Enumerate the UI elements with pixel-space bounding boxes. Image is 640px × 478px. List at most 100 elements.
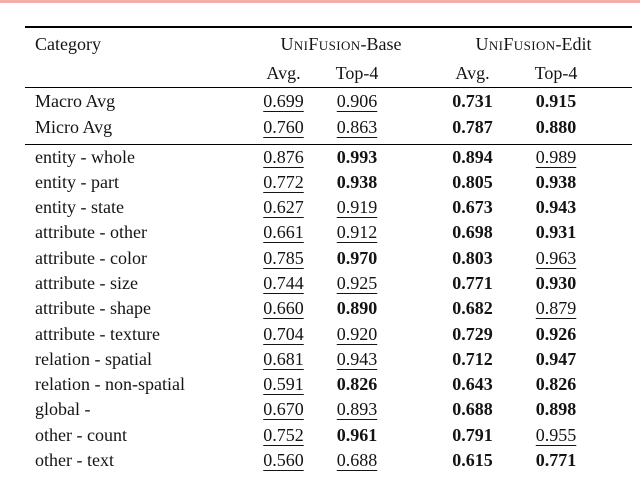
category-cell: entity - state — [35, 197, 124, 218]
value-cell: 0.879 — [535, 298, 577, 319]
pad-cell — [602, 114, 633, 145]
pad-cell — [602, 372, 632, 397]
value-cell: 0.993 — [336, 146, 378, 167]
value-cell: 0.943 — [535, 197, 577, 218]
value-cell: 0.989 — [535, 146, 577, 167]
pad-cell — [602, 448, 632, 473]
value-cell: 0.919 — [336, 197, 378, 218]
header-spacer — [394, 60, 436, 88]
value-cell: 0.970 — [336, 247, 378, 268]
subheader-base-avg: Avg. — [247, 60, 320, 88]
value-cell: 0.673 — [452, 197, 493, 218]
table-row: relation - spatial 0.681 0.943 0.712 0.9… — [25, 347, 632, 372]
table-row: entity - whole 0.876 0.993 0.894 0.989 — [25, 144, 632, 170]
table-row: attribute - other 0.661 0.912 0.698 0.93… — [25, 220, 632, 245]
group-header-unifusion-base: UniFusion-Base — [247, 26, 436, 60]
value-cell: 0.912 — [336, 222, 378, 243]
spacer-cell — [394, 114, 436, 145]
value-cell: 0.752 — [263, 424, 304, 445]
value-cell: 0.898 — [535, 399, 577, 420]
value-cell: 0.931 — [535, 222, 577, 243]
pad-cell — [602, 170, 632, 195]
table-row: other - count 0.752 0.961 0.791 0.955 — [25, 423, 632, 448]
spacer-cell — [394, 372, 435, 397]
table-row: attribute - color 0.785 0.970 0.803 0.96… — [25, 246, 632, 271]
pad-cell — [602, 397, 632, 422]
value-cell: 0.906 — [336, 90, 378, 111]
value-cell: 0.627 — [263, 197, 304, 218]
model-suffix-edit: -Edit — [555, 34, 592, 54]
results-table-container: Category UniFusion-Base UniFusion-Edit A… — [25, 26, 633, 473]
category-cell: attribute - shape — [35, 298, 151, 319]
value-cell: 0.893 — [336, 399, 378, 420]
table-row: entity - state 0.627 0.919 0.673 0.943 — [25, 195, 632, 220]
value-cell: 0.704 — [263, 323, 304, 344]
value-cell: 0.660 — [263, 298, 304, 319]
value-cell: 0.863 — [320, 114, 394, 145]
spacer-cell — [394, 322, 435, 347]
pad-cell — [602, 220, 632, 245]
value-cell: 0.681 — [263, 348, 304, 369]
table-row: attribute - shape 0.660 0.890 0.682 0.87… — [25, 296, 632, 321]
value-cell: 0.772 — [263, 171, 304, 192]
category-cell: attribute - other — [35, 222, 147, 243]
subheader-base-top4: Top-4 — [320, 60, 394, 88]
value-cell: 0.920 — [336, 323, 378, 344]
group-header-unifusion-edit: UniFusion-Edit — [435, 26, 633, 60]
model-suffix-base: -Base — [360, 34, 402, 54]
category-cell: other - text — [35, 450, 114, 471]
spacer-cell — [394, 144, 435, 170]
spacer-cell — [394, 423, 435, 448]
value-cell: 0.699 — [263, 90, 304, 111]
value-cell: 0.791 — [452, 424, 493, 445]
value-cell: 0.926 — [535, 323, 577, 344]
table-header: Category UniFusion-Base UniFusion-Edit A… — [25, 26, 633, 88]
spacer-cell — [394, 195, 435, 220]
pad-cell — [602, 322, 632, 347]
value-cell: 0.615 — [452, 450, 493, 471]
category-cell: attribute - texture — [35, 323, 160, 344]
pad-cell — [602, 423, 632, 448]
table-row: relation - non-spatial 0.591 0.826 0.643… — [25, 372, 632, 397]
header-pad — [602, 60, 633, 88]
pad-cell — [602, 195, 632, 220]
value-cell: 0.661 — [263, 222, 304, 243]
value-cell: 0.930 — [535, 272, 577, 293]
value-cell: 0.731 — [452, 90, 493, 111]
spacer-cell — [394, 448, 435, 473]
table-row: attribute - size 0.744 0.925 0.771 0.930 — [25, 271, 632, 296]
pad-cell — [602, 271, 632, 296]
value-cell: 0.947 — [535, 348, 577, 369]
header-row-groups: Category UniFusion-Base UniFusion-Edit — [25, 26, 633, 88]
value-cell: 0.771 — [535, 450, 577, 471]
value-cell: 0.943 — [336, 348, 378, 369]
value-cell: 0.938 — [336, 171, 378, 192]
category-cell: Micro Avg — [25, 114, 247, 145]
value-cell: 0.760 — [247, 114, 320, 145]
value-cell: 0.894 — [452, 146, 493, 167]
value-cell: 0.787 — [435, 114, 511, 145]
header-row-metrics: Avg. Top-4 Avg. Top-4 — [25, 60, 633, 88]
value-cell: 0.712 — [452, 348, 493, 369]
table-row: entity - part 0.772 0.938 0.805 0.938 — [25, 170, 632, 195]
value-cell: 0.963 — [535, 247, 577, 268]
value-cell: 0.925 — [336, 272, 378, 293]
spacer-cell — [394, 397, 435, 422]
spacer-cell — [394, 87, 435, 114]
table-row: other - text 0.560 0.688 0.615 0.771 — [25, 448, 632, 473]
value-cell: 0.805 — [452, 171, 493, 192]
spacer-cell — [394, 220, 435, 245]
table-row: Micro Avg 0.760 0.863 0.787 0.880 — [25, 114, 633, 145]
value-cell: 0.915 — [535, 90, 577, 111]
pad-cell — [602, 296, 632, 321]
value-cell: 0.876 — [263, 146, 304, 167]
value-cell: 0.803 — [452, 247, 493, 268]
pad-cell — [602, 246, 632, 271]
top-accent-bar — [0, 0, 640, 3]
table-row: global - 0.670 0.893 0.688 0.898 — [25, 397, 632, 422]
body-section: entity - whole 0.876 0.993 0.894 0.989 e… — [25, 144, 632, 473]
value-cell: 0.682 — [452, 298, 493, 319]
value-cell: 0.560 — [263, 450, 304, 471]
value-cell: 0.938 — [535, 171, 577, 192]
value-cell: 0.771 — [452, 272, 493, 293]
